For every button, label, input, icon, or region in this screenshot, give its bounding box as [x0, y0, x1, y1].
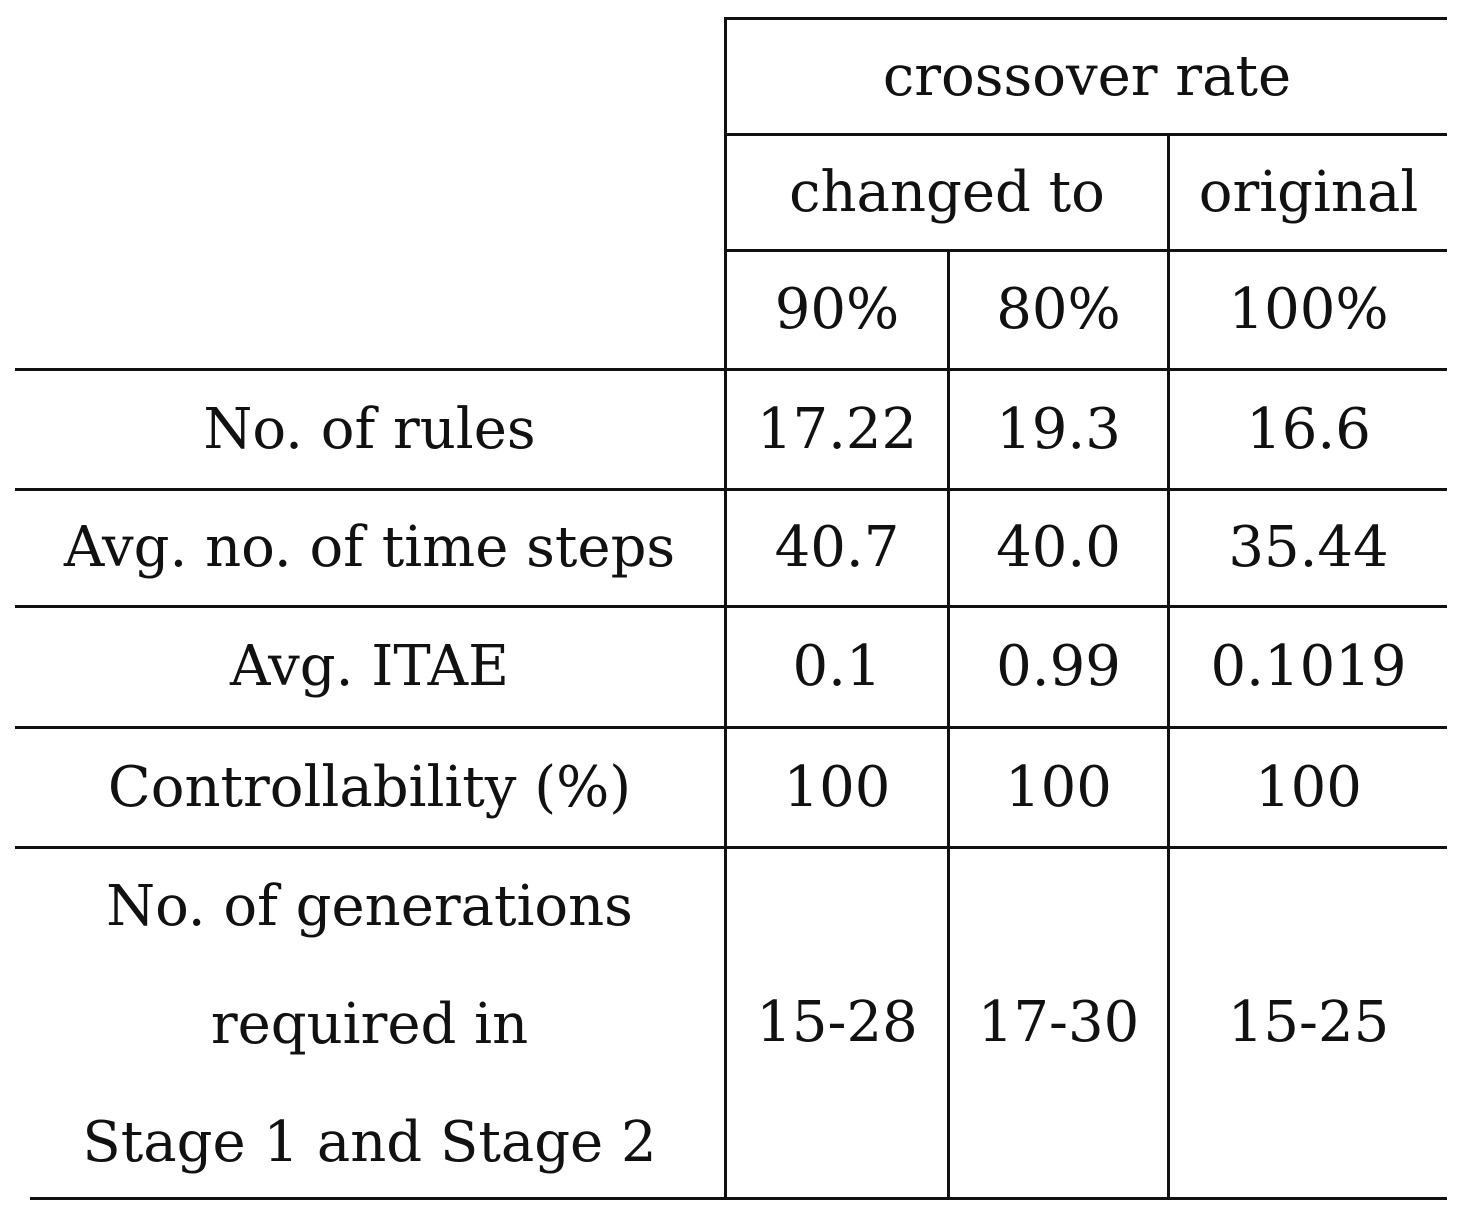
row-label-generations-line-1: No. of generations [106, 873, 633, 939]
row-label-rules: No. of rules [203, 396, 536, 462]
rule-changed-original-divider [1167, 133, 1170, 1200]
header-rate-100: 100% [1228, 277, 1389, 343]
header-original: original [1198, 159, 1419, 225]
row-label-time-steps: Avg. no. of time steps [63, 515, 676, 581]
cell-controllability-90: 100 [783, 754, 891, 820]
cell-rules-90: 17.22 [756, 396, 918, 462]
row-label-controllability: Controllability (%) [107, 754, 632, 820]
row-label-generations-line-3: Stage 1 and Stage 2 [82, 1109, 657, 1175]
header-crossover-rate: crossover rate [882, 43, 1292, 109]
rule-90-80-divider [947, 249, 950, 1200]
rule-header-bottom [15, 368, 1447, 371]
row-label-itae: Avg. ITAE [230, 634, 509, 700]
header-rate-90: 90% [774, 277, 900, 343]
cell-rules-100: 16.6 [1246, 396, 1371, 462]
cell-itae-80: 0.99 [996, 634, 1121, 700]
rule-row-4-bottom [15, 846, 1447, 849]
row-label-generations: No. of generations required in Stage 1 a… [15, 852, 724, 1197]
rule-row-3-bottom [15, 726, 1447, 729]
cell-time-steps-80: 40.0 [996, 515, 1121, 581]
rule-sub-header-bottom [726, 249, 1447, 252]
rule-label-column-right [724, 17, 727, 1200]
cell-controllability-100: 100 [1255, 754, 1362, 820]
rule-row-1-bottom [15, 488, 1447, 491]
rule-bottom [30, 1197, 1447, 1200]
cell-generations-90: 15-28 [756, 990, 918, 1056]
cell-itae-90: 0.1 [792, 634, 882, 700]
rule-group-header-bottom [726, 133, 1447, 136]
cell-controllability-80: 100 [1005, 754, 1112, 820]
cell-generations-100: 15-25 [1227, 990, 1390, 1056]
header-changed-to: changed to [789, 159, 1105, 225]
cell-time-steps-90: 40.7 [774, 515, 900, 581]
cell-time-steps-100: 35.44 [1228, 515, 1389, 581]
rule-top [726, 17, 1447, 20]
cell-rules-80: 19.3 [996, 396, 1121, 462]
row-label-generations-line-2: required in [210, 991, 529, 1057]
rule-row-2-bottom [15, 605, 1447, 608]
cell-itae-100: 0.1019 [1210, 634, 1407, 700]
header-rate-80: 80% [996, 277, 1121, 343]
cell-generations-80: 17-30 [977, 990, 1140, 1056]
